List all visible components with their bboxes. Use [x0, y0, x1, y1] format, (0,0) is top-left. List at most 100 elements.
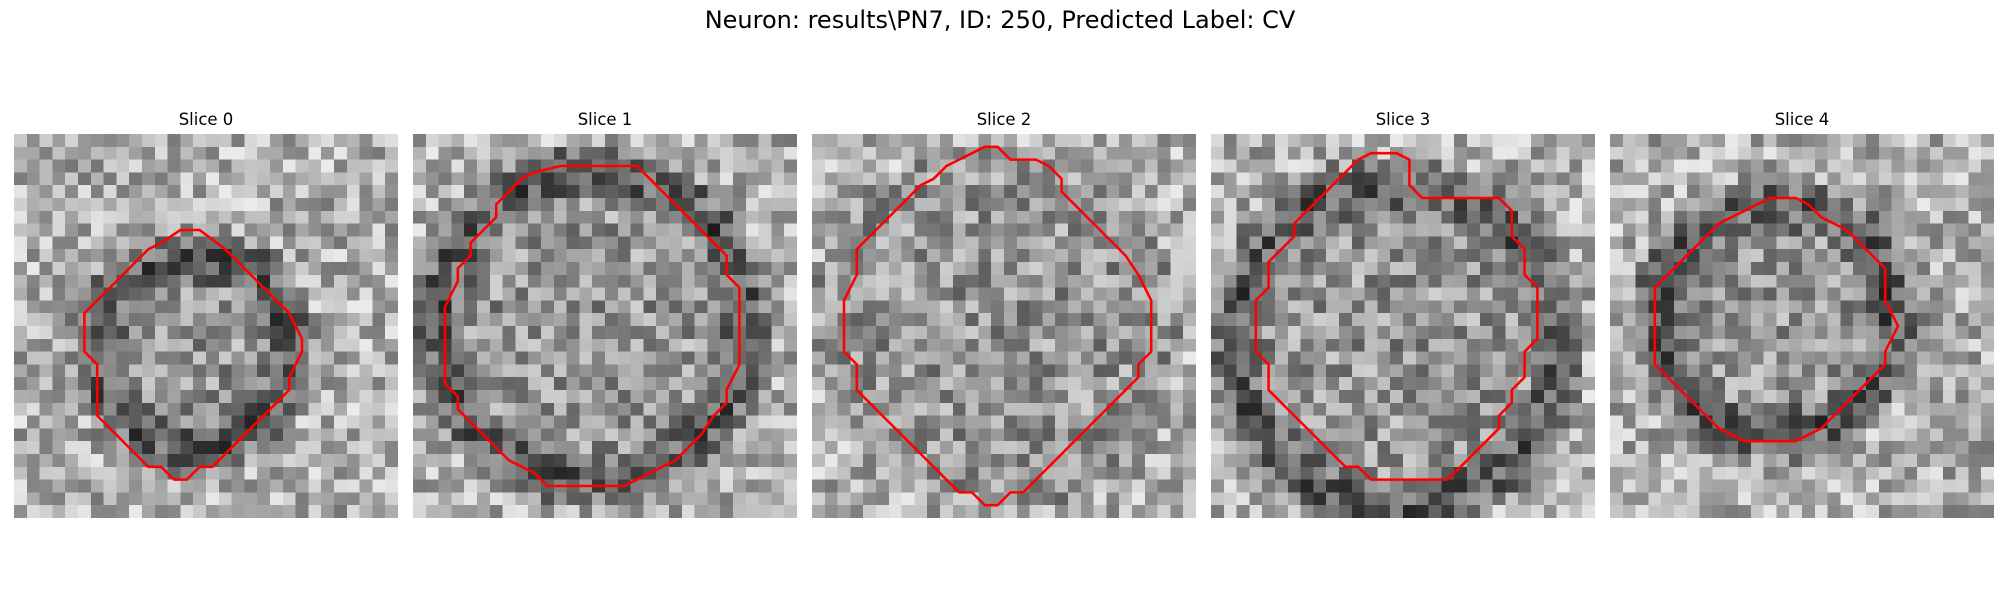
pixel	[1518, 454, 1532, 468]
pixel	[1326, 262, 1340, 276]
pixel	[257, 428, 271, 442]
pixel	[1236, 274, 1250, 288]
pixel	[694, 274, 708, 288]
pixel	[193, 274, 207, 288]
pixel	[1068, 338, 1082, 352]
pixel	[1287, 351, 1301, 365]
pixel	[1275, 364, 1289, 378]
pixel	[1351, 377, 1365, 391]
pixel	[1531, 390, 1545, 404]
pixel	[630, 454, 644, 468]
pixel	[528, 377, 542, 391]
pixel	[464, 198, 478, 212]
pixel	[206, 287, 220, 301]
pixel	[1763, 390, 1777, 404]
pixel	[1582, 415, 1595, 429]
pixel	[1364, 159, 1378, 173]
pixel	[720, 351, 734, 365]
pixel	[1249, 223, 1263, 237]
pixel	[1223, 479, 1237, 493]
pixel	[1827, 146, 1841, 160]
pixel	[1119, 454, 1133, 468]
pixel	[1738, 300, 1752, 314]
pixel	[1236, 326, 1250, 340]
pixel	[733, 198, 747, 212]
pixel	[812, 274, 826, 288]
pixel	[244, 274, 258, 288]
pixel	[876, 428, 890, 442]
pixel	[1004, 466, 1018, 480]
pixel	[1891, 505, 1905, 518]
pixel	[617, 338, 631, 352]
pixel	[502, 364, 516, 378]
pixel	[515, 262, 529, 276]
pixel	[515, 390, 529, 404]
pixel	[1840, 454, 1854, 468]
pixel	[553, 326, 567, 340]
pixel	[1763, 172, 1777, 186]
pixel	[1093, 159, 1107, 173]
pixel	[1223, 415, 1237, 429]
pixel	[1080, 466, 1094, 480]
pixel	[837, 236, 851, 250]
pixel	[1403, 274, 1417, 288]
pixel	[952, 390, 966, 404]
pixel	[1712, 159, 1726, 173]
pixel	[244, 441, 258, 455]
pixel	[1492, 159, 1506, 173]
pixel	[592, 223, 606, 237]
pixel	[1814, 262, 1828, 276]
pixel	[244, 454, 258, 468]
pixel	[771, 377, 785, 391]
pixel	[1223, 454, 1237, 468]
pixel	[991, 364, 1005, 378]
pixel	[142, 428, 156, 442]
pixel	[1518, 505, 1532, 518]
pixel	[1068, 210, 1082, 224]
pixel	[566, 146, 580, 160]
pixel	[1763, 249, 1777, 263]
pixel	[1853, 262, 1867, 276]
pixel	[1891, 287, 1905, 301]
pixel	[1183, 134, 1196, 148]
pixel	[90, 479, 104, 493]
pixel	[1467, 172, 1481, 186]
pixel	[888, 274, 902, 288]
pixel	[1699, 146, 1713, 160]
pixel	[553, 223, 567, 237]
pixel	[837, 492, 851, 506]
pixel	[1211, 134, 1225, 148]
pixel	[1582, 236, 1595, 250]
pixel	[1531, 351, 1545, 365]
pixel	[26, 390, 40, 404]
pixel	[1622, 441, 1636, 455]
pixel	[1930, 134, 1944, 148]
pixel	[282, 313, 296, 327]
pixel	[1467, 326, 1481, 340]
pixel	[991, 134, 1005, 148]
pixel	[52, 249, 66, 263]
pixel	[927, 364, 941, 378]
pixel	[1942, 428, 1956, 442]
pixel	[52, 402, 66, 416]
pixel	[1170, 441, 1184, 455]
pixel	[1725, 454, 1739, 468]
pixel	[617, 236, 631, 250]
pixel	[927, 326, 941, 340]
pixel	[425, 287, 439, 301]
pixel	[1866, 338, 1880, 352]
pixel	[1029, 198, 1043, 212]
pixel	[707, 351, 721, 365]
pixel	[1415, 377, 1429, 391]
pixel	[630, 415, 644, 429]
pixel	[1661, 300, 1675, 314]
pixel	[656, 351, 670, 365]
pixel	[707, 274, 721, 288]
pixel	[1326, 313, 1340, 327]
pixel	[978, 351, 992, 365]
pixel	[720, 159, 734, 173]
pixel	[1326, 351, 1340, 365]
pixel	[502, 300, 516, 314]
pixel	[863, 262, 877, 276]
pixel	[1004, 274, 1018, 288]
